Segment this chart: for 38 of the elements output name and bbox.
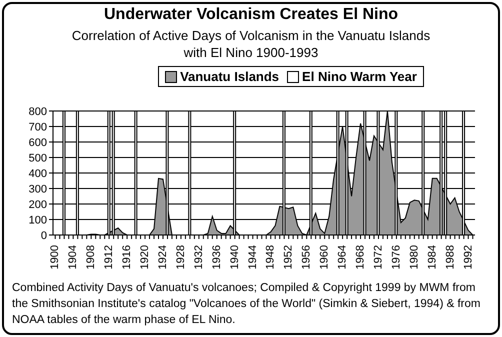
x-tick-label: 1920: [139, 245, 152, 270]
y-tick-label: 200: [28, 198, 47, 211]
x-tick-label: 1928: [174, 245, 187, 270]
x-tick-label: 1900: [49, 245, 62, 270]
y-tick-label: 700: [28, 121, 47, 134]
x-tick-label: 1952: [282, 245, 295, 270]
x-tick-label: 1980: [408, 245, 420, 270]
x-tick-label: 1904: [67, 245, 80, 270]
x-tick-label: 1908: [85, 245, 98, 270]
legend-label: El Nino Warm Year: [302, 69, 417, 84]
chart-title: Underwater Volcanism Creates El Nino: [102, 6, 399, 24]
x-tick-label: 1984: [426, 245, 438, 270]
chart-subtitle: Correlation of Active Days of Volcanism in the Vanuatu Islands with El Nino 1900-1993: [70, 27, 432, 61]
y-tick-label: 100: [28, 214, 47, 226]
x-tick-label: 1912: [103, 245, 116, 270]
y-tick-label: 800: [28, 106, 47, 118]
x-tick-label: 1992: [462, 245, 474, 270]
x-tick-label: 1964: [336, 245, 349, 270]
x-tick-label: 1960: [318, 245, 331, 270]
x-tick-label: 1972: [372, 245, 384, 270]
y-tick-label: 0: [40, 230, 47, 242]
y-tick-label: 500: [28, 152, 47, 164]
y-tick-label: 400: [28, 168, 47, 180]
x-tick-label: 1932: [192, 245, 205, 270]
text: Combined Activity Days of Vanuatu's volcanoes; Compiled & Copyright 1999 by MWM from the Smithsonian Institute's catalog "Volcanoes of the World" (Simkin & Siebert, 1994) & from NOAA tables of the warm phase of EL Nino.: [12, 281, 482, 328]
x-tick-label: 1968: [354, 245, 367, 270]
x-tick-label: 1988: [444, 245, 456, 270]
y-tick-label: 300: [28, 183, 47, 196]
x-tick-label: 1944: [246, 245, 259, 270]
x-tick-label: 1976: [390, 245, 402, 270]
x-tick-label: 1948: [264, 245, 277, 270]
legend-label: Vanuatu Islands: [180, 69, 280, 84]
x-tick-label: 1940: [228, 245, 241, 270]
x-tick-label: 1916: [121, 245, 134, 270]
y-tick-label: 600: [28, 136, 47, 149]
x-tick-label: 1936: [210, 245, 223, 270]
x-tick-label: 1924: [156, 245, 169, 270]
x-tick-label: 1956: [300, 245, 313, 270]
